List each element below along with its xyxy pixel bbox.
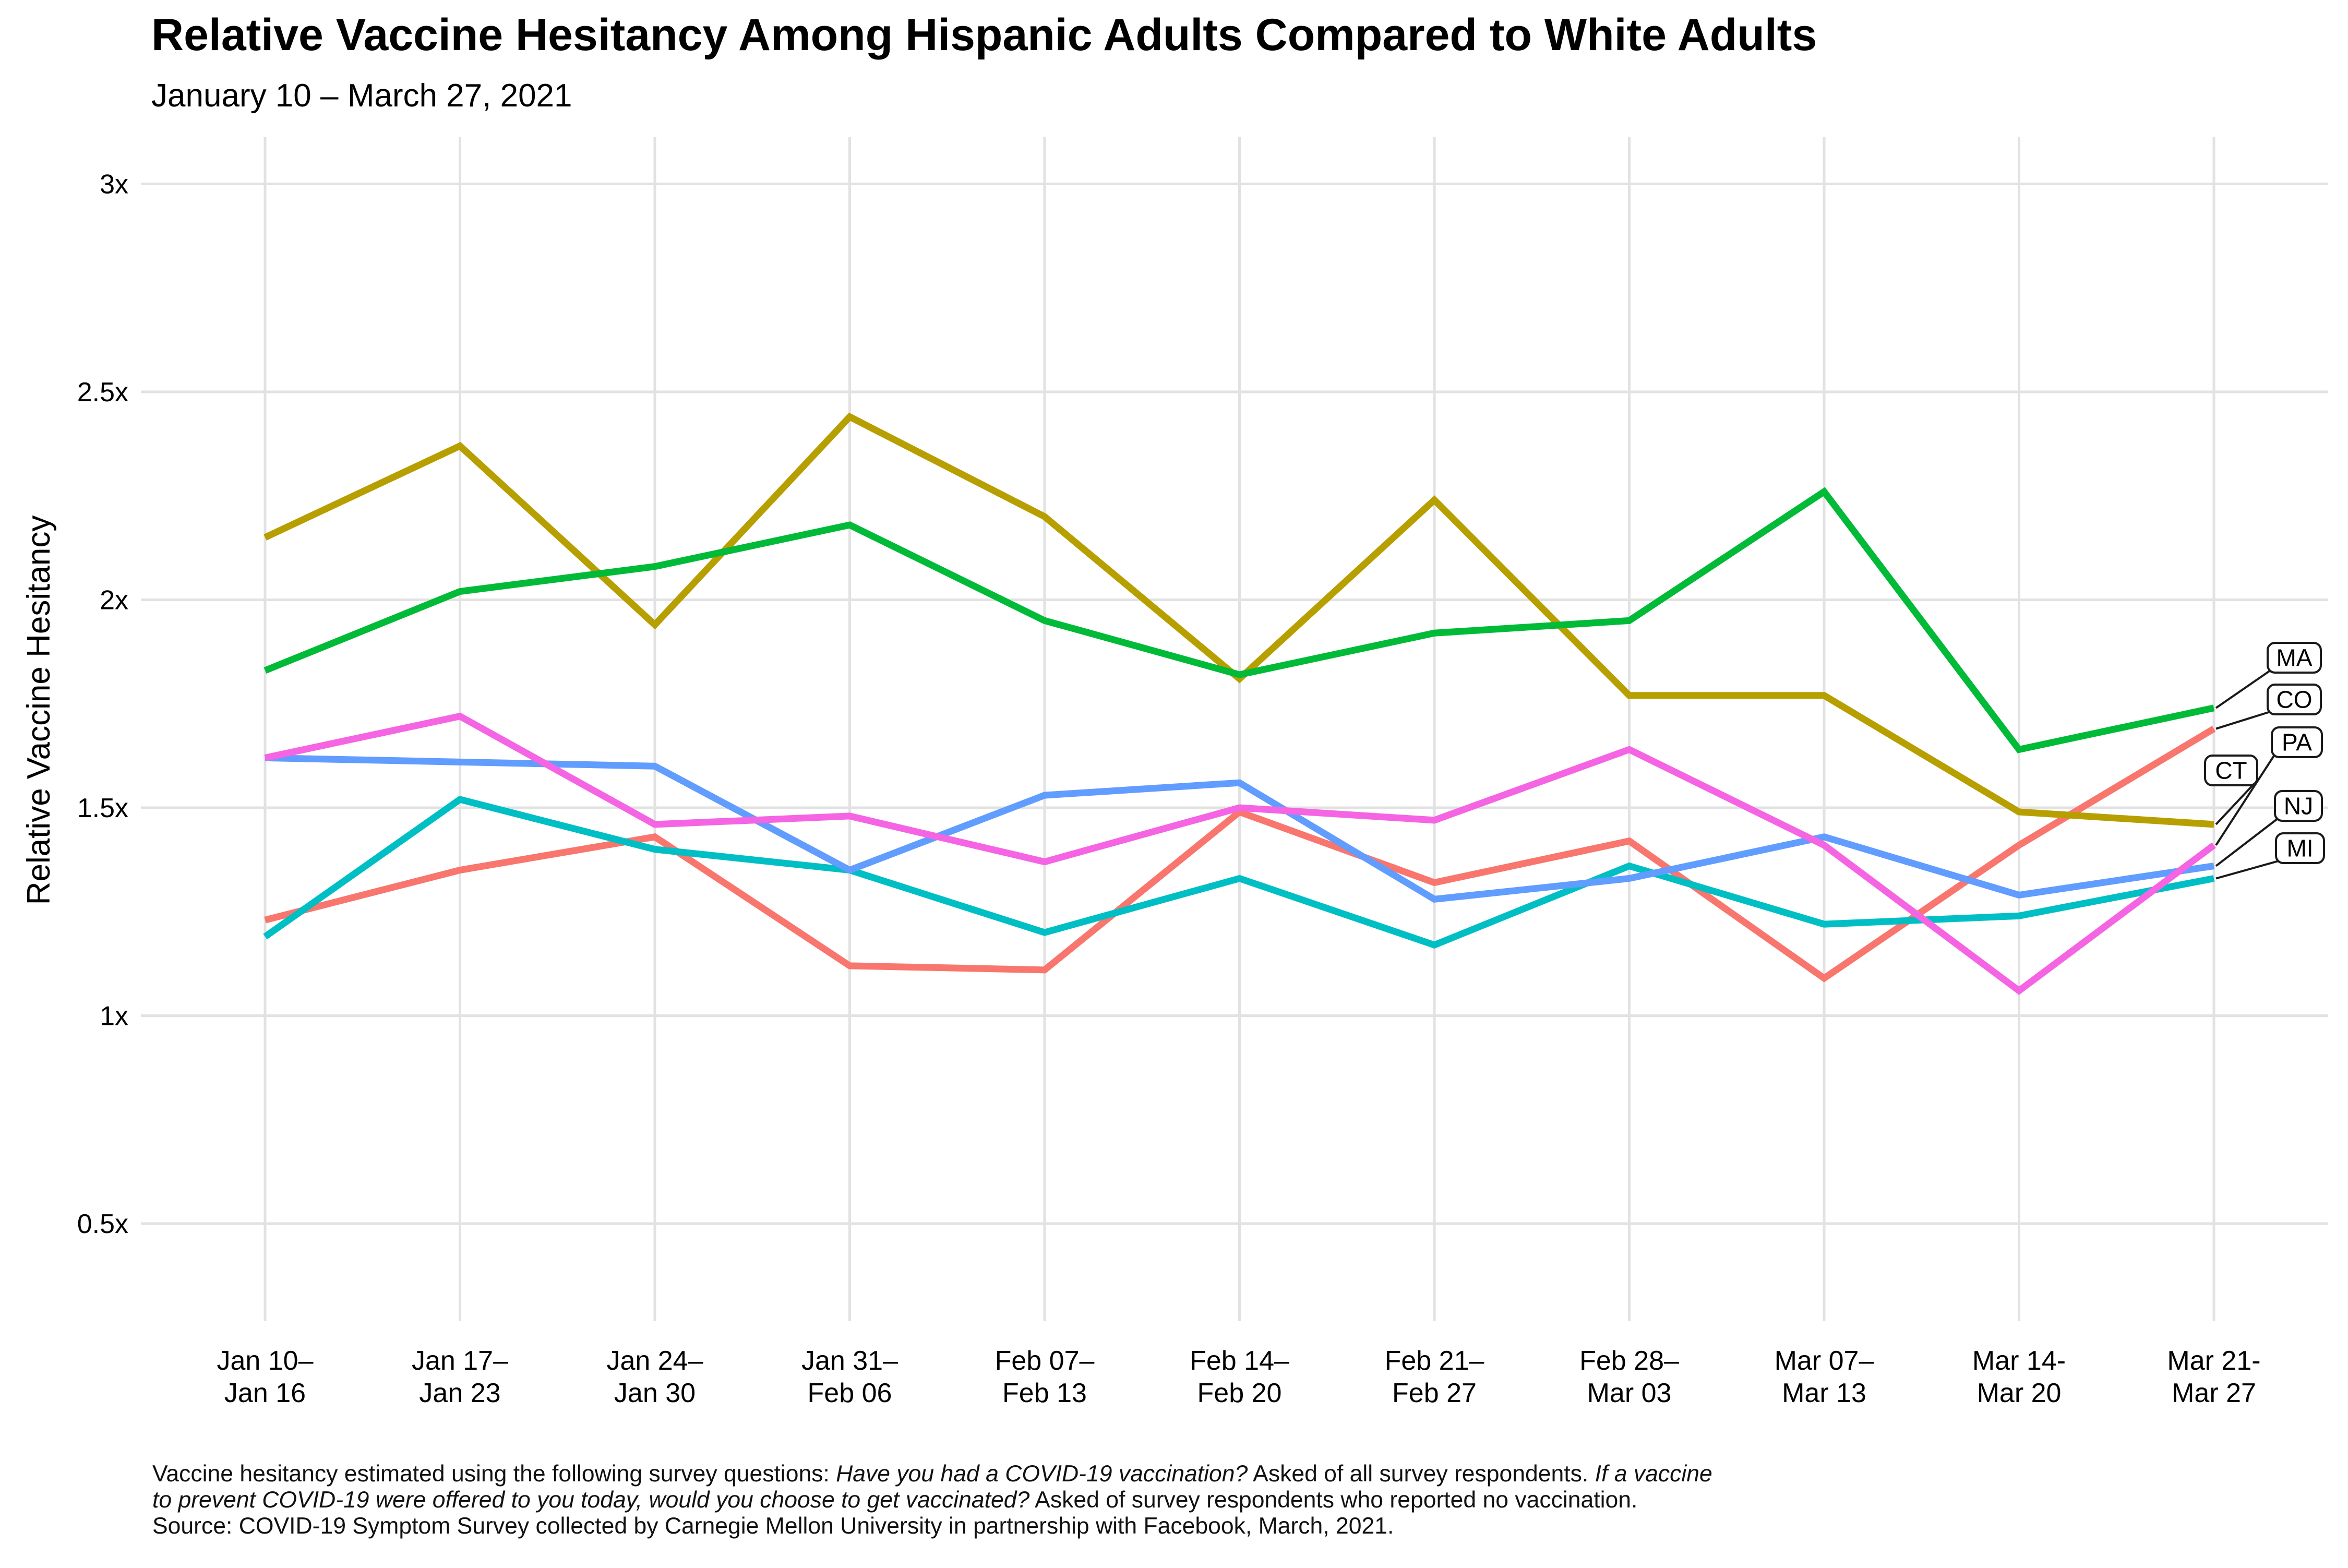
x-tick-label-line1: Feb 07–: [995, 1346, 1095, 1376]
end-label-text-MA: MA: [2277, 644, 2313, 672]
series-line-CT: [263, 412, 2214, 828]
x-tick-label-line2: Jan 23: [419, 1378, 500, 1408]
x-tick-label-line1: Jan 17–: [412, 1346, 508, 1376]
end-label-leader-NJ: [2215, 818, 2279, 867]
end-label-box-MA: [2267, 642, 2322, 674]
y-tick-label: 2.5x: [77, 377, 128, 408]
end-label-box-MI: [2275, 832, 2325, 864]
y-tick-label: 0.5x: [77, 1209, 128, 1239]
series-line-PA: [264, 712, 2216, 995]
end-label-leader-CT: [2215, 782, 2256, 825]
x-tick-label-line2: Feb 27: [1392, 1378, 1477, 1408]
y-tick-label: 1.5x: [77, 793, 128, 823]
x-tick-label-line2: Feb 13: [1002, 1378, 1087, 1408]
footnote-text: Vaccine hesitancy estimated using the fo…: [152, 1461, 2318, 1539]
x-tick-label-line2: Feb 20: [1197, 1378, 1282, 1408]
end-label-box-PA: [2271, 726, 2323, 758]
x-tick-label-line2: Mar 27: [2172, 1378, 2256, 1408]
x-tick-label-line1: Mar 07–: [1775, 1346, 1874, 1376]
end-label-text-PA: PA: [2282, 729, 2312, 756]
end-label-leader-MI: [2215, 860, 2279, 880]
chart-title: Relative Vaccine Hesitancy Among Hispani…: [151, 10, 1817, 60]
series-line-NJ: [265, 754, 2214, 903]
x-tick-label-line2: Mar 03: [1587, 1378, 1672, 1408]
series-line-MA: [263, 487, 2215, 753]
end-label-box-CO: [2267, 684, 2322, 715]
x-tick-label-line1: Jan 24–: [606, 1346, 703, 1376]
end-label-box-NJ: [2274, 790, 2323, 822]
chart-subtitle: January 10 – March 27, 2021: [151, 78, 572, 114]
footnote-line: Vaccine hesitancy estimated using the fo…: [152, 1461, 1712, 1487]
x-tick-label-line1: Feb 21–: [1385, 1346, 1484, 1376]
end-label-leader-CO: [2215, 711, 2271, 730]
end-label-text-NJ: NJ: [2284, 793, 2313, 820]
x-tick-label-line1: Mar 21-: [2167, 1346, 2260, 1376]
x-tick-label-line2: Mar 13: [1782, 1378, 1866, 1408]
y-tick-label: 1x: [100, 1001, 128, 1032]
x-tick-label-line1: Feb 28–: [1579, 1346, 1679, 1376]
end-label-leader-MA: [2215, 669, 2271, 709]
x-tick-label-line1: Mar 14-: [1972, 1346, 2066, 1376]
x-tick-label-line2: Feb 06: [808, 1378, 892, 1408]
y-axis-title: Relative Vaccine Hesitancy: [21, 516, 57, 905]
x-tick-label-line1: Jan 10–: [217, 1346, 313, 1376]
end-label-text-CT: CT: [2215, 757, 2247, 784]
x-tick-label-line1: Feb 14–: [1190, 1346, 1289, 1376]
x-tick-label-line2: Jan 30: [614, 1378, 696, 1408]
x-tick-label-line2: Mar 20: [1977, 1378, 2062, 1408]
y-tick-label: 3x: [100, 170, 128, 200]
x-tick-label-line1: Jan 31–: [801, 1346, 898, 1376]
footnote-line: to prevent COVID-19 were offered to you …: [152, 1487, 1638, 1513]
end-label-box-CT: [2204, 755, 2258, 786]
series-line-CO: [264, 725, 2216, 983]
end-label-text-MI: MI: [2286, 835, 2313, 862]
y-tick-label: 2x: [100, 585, 128, 616]
footnote-line: Source: COVID-19 Symptom Survey collecte…: [152, 1513, 1394, 1539]
series-line-MI: [263, 796, 2215, 949]
x-tick-label-line2: Jan 16: [224, 1378, 306, 1408]
end-label-leader-PA: [2215, 754, 2275, 846]
end-label-text-CO: CO: [2277, 686, 2313, 713]
